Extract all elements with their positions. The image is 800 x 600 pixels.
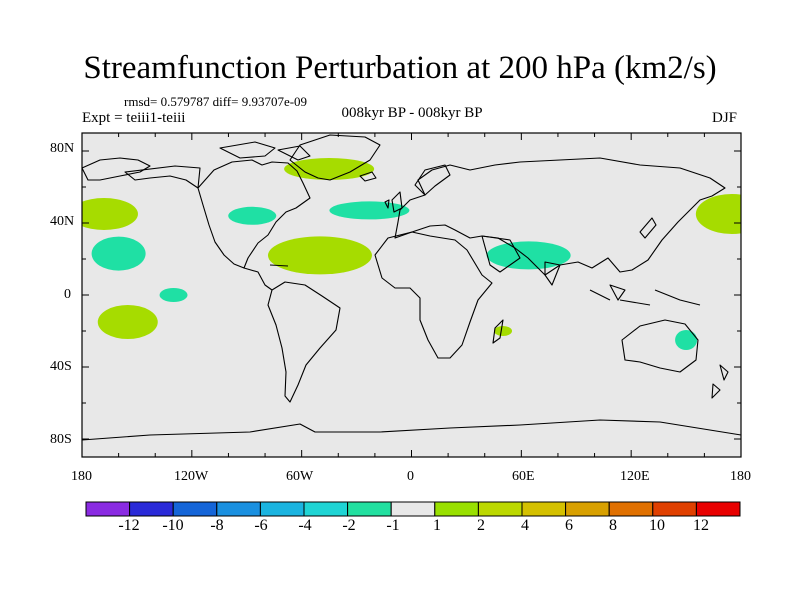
period-label: 008kyr BP - 008kyr BP bbox=[341, 105, 483, 121]
anomaly-positive-3 bbox=[97, 305, 158, 339]
colorbar-swatch bbox=[259, 501, 305, 517]
anomaly-negative-4 bbox=[228, 206, 277, 225]
stats-text: rmsd= 0.579787 diff= 9.93707e-09 bbox=[124, 94, 308, 109]
lat-label-80s: 80S bbox=[50, 432, 72, 447]
colorbar-label: 2 bbox=[477, 517, 485, 534]
anomaly-positive-9 bbox=[494, 326, 513, 336]
colorbar-swatch bbox=[347, 501, 392, 517]
colorbar-label: -10 bbox=[162, 517, 184, 534]
anomaly-negative-1 bbox=[91, 236, 146, 271]
colorbar-swatch bbox=[608, 501, 654, 517]
colorbar-label: 8 bbox=[609, 517, 617, 534]
lat-label-0: 0 bbox=[64, 287, 71, 302]
plot-title: Streamfunction Perturbation at 200 hPa (… bbox=[83, 50, 717, 86]
colorbar-label: 4 bbox=[521, 517, 529, 534]
lon-label-180e: 180 bbox=[730, 469, 751, 484]
anomaly-layer bbox=[82, 158, 741, 350]
lat-label-40n: 40N bbox=[50, 214, 75, 229]
anomaly-positive-6 bbox=[267, 236, 372, 275]
anomaly-positive-0 bbox=[82, 198, 138, 230]
colorbar-swatch bbox=[477, 501, 523, 517]
lon-label-0: 0 bbox=[407, 469, 414, 484]
anomaly-negative-2 bbox=[159, 288, 188, 302]
colorbar-swatch bbox=[216, 501, 261, 517]
anomaly-negative-7 bbox=[329, 201, 410, 220]
anomaly-positive-5 bbox=[284, 158, 375, 180]
axis-ticks bbox=[81, 133, 742, 457]
colorbar-swatch bbox=[129, 501, 174, 517]
colorbar-swatch bbox=[85, 501, 131, 517]
colorbar-swatch bbox=[521, 501, 567, 517]
colorbar-label: 6 bbox=[565, 517, 573, 534]
colorbar-label: -6 bbox=[254, 517, 268, 534]
coastlines bbox=[81, 134, 742, 441]
season-label: DJF bbox=[712, 110, 738, 126]
lon-label-60w: 60W bbox=[286, 469, 314, 484]
colorbar-label: -1 bbox=[386, 517, 400, 534]
colorbar-label: -12 bbox=[118, 517, 140, 534]
colorbar-label: 10 bbox=[649, 517, 665, 534]
colorbar-label: -2 bbox=[342, 517, 356, 534]
lat-label-40s: 40S bbox=[50, 359, 72, 374]
colorbar-swatch bbox=[303, 501, 349, 517]
colorbar-swatch bbox=[695, 501, 741, 517]
colorbar-label: 12 bbox=[693, 517, 709, 534]
lon-label-120w: 120W bbox=[174, 469, 209, 484]
anomaly-negative-10 bbox=[675, 330, 698, 350]
lon-label-60e: 60E bbox=[512, 469, 535, 484]
lat-label-80n: 80N bbox=[50, 141, 75, 156]
map-background bbox=[82, 133, 741, 457]
colorbar-swatch bbox=[172, 501, 218, 517]
colorbar-label: -8 bbox=[210, 517, 224, 534]
colorbar-label: 1 bbox=[433, 517, 441, 534]
lon-label-120e: 120E bbox=[620, 469, 650, 484]
colorbar-swatch bbox=[390, 501, 436, 517]
anomaly-positive-11 bbox=[695, 194, 741, 234]
colorbar-swatch bbox=[565, 501, 610, 517]
colorbar-label: -4 bbox=[298, 517, 312, 534]
experiment-label: Expt = teiii1-teiii bbox=[82, 110, 186, 126]
lon-label-180w: 180 bbox=[71, 469, 92, 484]
colorbar-swatch bbox=[434, 501, 479, 517]
colorbar-swatch bbox=[652, 501, 697, 517]
